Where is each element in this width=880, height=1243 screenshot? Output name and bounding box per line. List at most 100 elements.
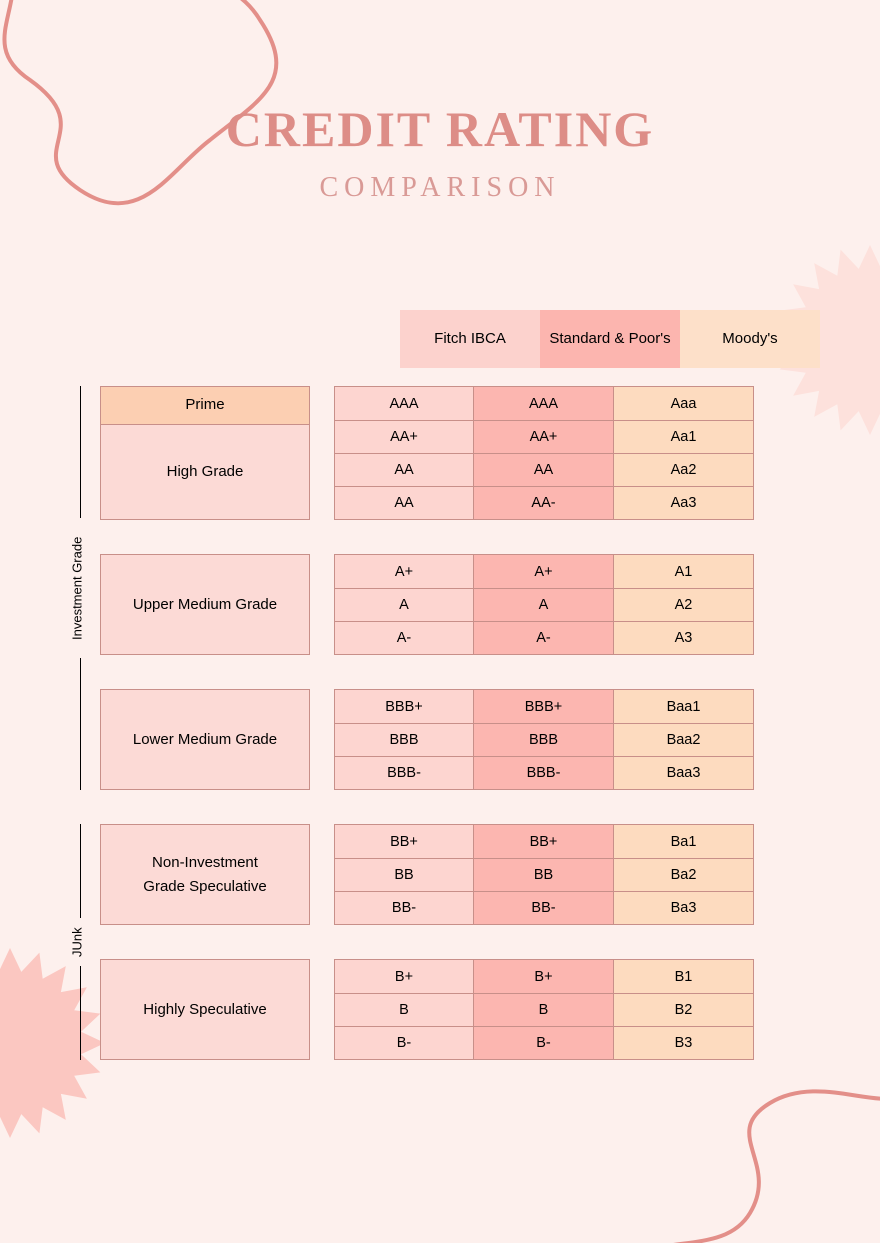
page-title: CREDIT RATING <box>0 100 880 158</box>
rating-cell: B3 <box>614 1026 753 1059</box>
rating-blocks: PrimeHigh GradeAAAAA+AAAAAAAAA+AAAA-AaaA… <box>100 386 820 1060</box>
rating-column: AaaAa1Aa2Aa3 <box>614 386 754 520</box>
rating-cell: BBB+ <box>335 690 473 723</box>
rating-column: BBB+BBBBBB- <box>334 689 474 790</box>
side-rule <box>80 658 81 790</box>
rating-cell: A <box>474 588 613 621</box>
rating-cell: A+ <box>335 555 473 588</box>
category-box: Highly Speculative <box>100 959 310 1060</box>
rating-cell: B <box>474 993 613 1026</box>
rating-cell: AA+ <box>474 420 613 453</box>
rating-cell: BB <box>335 858 473 891</box>
column-header: Fitch IBCA <box>400 310 540 368</box>
category-label: Highly Speculative <box>101 960 309 1059</box>
rating-cell: A2 <box>614 588 753 621</box>
rating-cell: A- <box>474 621 613 654</box>
rating-column: A1A2A3 <box>614 554 754 655</box>
rating-column: BB+BBBB- <box>474 824 614 925</box>
rating-block: Highly SpeculativeB+BB-B+BB-B1B2B3 <box>100 959 820 1060</box>
rating-cell: AA <box>335 486 473 519</box>
rating-cell: BB- <box>474 891 613 924</box>
rating-column: Ba1Ba2Ba3 <box>614 824 754 925</box>
rating-cell: B+ <box>474 960 613 993</box>
rating-cell: A <box>335 588 473 621</box>
rating-cell: B- <box>474 1026 613 1059</box>
ratings-grid: B+BB-B+BB-B1B2B3 <box>334 959 754 1060</box>
rating-cell: AA- <box>474 486 613 519</box>
rating-block: Non-InvestmentGrade SpeculativeBB+BBBB-B… <box>100 824 820 925</box>
side-label-investment: Investment Grade <box>70 386 84 790</box>
rating-cell: B2 <box>614 993 753 1026</box>
column-header: Standard & Poor's <box>540 310 680 368</box>
rating-block: PrimeHigh GradeAAAAA+AAAAAAAAA+AAAA-AaaA… <box>100 386 820 520</box>
rating-cell: AAA <box>474 387 613 420</box>
column-header: Moody's <box>680 310 820 368</box>
rating-cell: BB- <box>335 891 473 924</box>
category-label: Upper Medium Grade <box>101 555 309 654</box>
rating-cell: B+ <box>335 960 473 993</box>
title-block: CREDIT RATING COMPARISON <box>0 100 880 204</box>
rating-cell: A1 <box>614 555 753 588</box>
category-box: PrimeHigh Grade <box>100 386 310 520</box>
rating-cell: BB <box>474 858 613 891</box>
rating-column: BB+BBBB- <box>334 824 474 925</box>
category-label: Non-InvestmentGrade Speculative <box>101 825 309 924</box>
rating-column: Baa1Baa2Baa3 <box>614 689 754 790</box>
rating-cell: BBB+ <box>474 690 613 723</box>
rating-cell: Ba2 <box>614 858 753 891</box>
rating-column: A+AA- <box>474 554 614 655</box>
rating-block: Lower Medium GradeBBB+BBBBBB-BBB+BBBBBB-… <box>100 689 820 790</box>
rating-cell: A+ <box>474 555 613 588</box>
rating-cell: BBB <box>335 723 473 756</box>
rating-cell: B- <box>335 1026 473 1059</box>
rating-cell: BB+ <box>474 825 613 858</box>
rating-column: AAAAA+AAAA <box>334 386 474 520</box>
rating-column: B+BB- <box>334 959 474 1060</box>
category-box: Non-InvestmentGrade Speculative <box>100 824 310 925</box>
rating-cell: AA <box>335 453 473 486</box>
rating-cell: Aa3 <box>614 486 753 519</box>
rating-cell: AA+ <box>335 420 473 453</box>
side-labels: Investment Grade JUnk <box>70 310 90 1094</box>
ratings-grid: A+AA-A+AA-A1A2A3 <box>334 554 754 655</box>
ratings-grid: AAAAA+AAAAAAAAA+AAAA-AaaAa1Aa2Aa3 <box>334 386 754 520</box>
rating-cell: AA <box>474 453 613 486</box>
decor-starburst-bottom-left-icon <box>0 943 110 1143</box>
rating-cell: Baa2 <box>614 723 753 756</box>
rating-cell: BB+ <box>335 825 473 858</box>
rating-column: B1B2B3 <box>614 959 754 1060</box>
ratings-grid: BBB+BBBBBB-BBB+BBBBBB-Baa1Baa2Baa3 <box>334 689 754 790</box>
rating-cell: AAA <box>335 387 473 420</box>
rating-block: Upper Medium GradeA+AA-A+AA-A1A2A3 <box>100 554 820 655</box>
category-box: Lower Medium Grade <box>100 689 310 790</box>
rating-cell: BBB- <box>474 756 613 789</box>
rating-column: BBB+BBBBBB- <box>474 689 614 790</box>
side-label-junk: JUnk <box>70 824 84 1060</box>
category-box: Upper Medium Grade <box>100 554 310 655</box>
rating-cell: Baa1 <box>614 690 753 723</box>
side-group-junk: JUnk <box>70 824 90 1060</box>
rating-cell: Ba1 <box>614 825 753 858</box>
rating-column: A+AA- <box>334 554 474 655</box>
page-subtitle: COMPARISON <box>0 172 880 204</box>
content-area: Investment Grade JUnk Fitch IBCAStandard… <box>100 310 820 1094</box>
side-group-investment: Investment Grade <box>70 386 90 790</box>
category-label: Prime <box>101 387 309 424</box>
side-rule <box>80 966 81 1060</box>
rating-cell: B1 <box>614 960 753 993</box>
rating-cell: BBB <box>474 723 613 756</box>
category-label: High Grade <box>101 424 309 519</box>
rating-cell: Aa2 <box>614 453 753 486</box>
page-canvas: CREDIT RATING COMPARISON Investment Grad… <box>0 0 880 1243</box>
rating-cell: Baa3 <box>614 756 753 789</box>
column-headers: Fitch IBCAStandard & Poor'sMoody's <box>100 310 820 368</box>
rating-cell: Aaa <box>614 387 753 420</box>
rating-cell: Ba3 <box>614 891 753 924</box>
category-label: Lower Medium Grade <box>101 690 309 789</box>
rating-column: AAAAA+AAAA- <box>474 386 614 520</box>
rating-cell: Aa1 <box>614 420 753 453</box>
rating-cell: B <box>335 993 473 1026</box>
rating-cell: BBB- <box>335 756 473 789</box>
ratings-grid: BB+BBBB-BB+BBBB-Ba1Ba2Ba3 <box>334 824 754 925</box>
rating-cell: A3 <box>614 621 753 654</box>
